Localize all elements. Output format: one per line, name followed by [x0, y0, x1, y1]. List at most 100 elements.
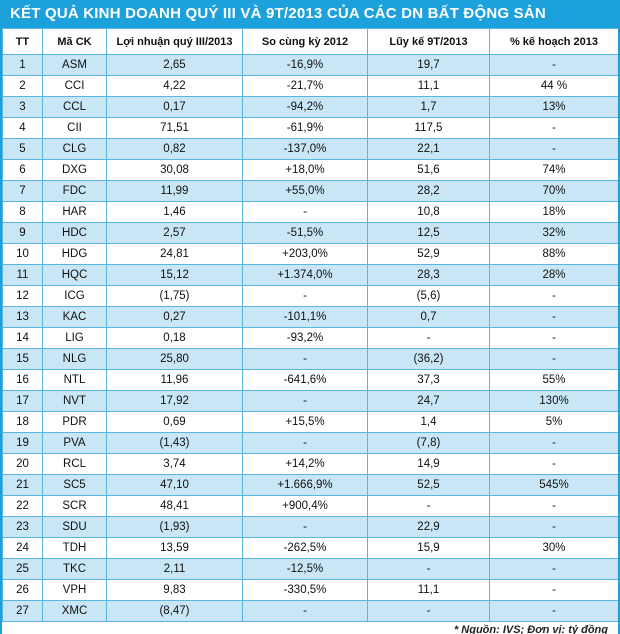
table-cell: +15,5%	[242, 411, 368, 433]
table-cell: 74%	[489, 159, 618, 181]
table-cell: -	[489, 348, 618, 370]
table-cell: 20	[2, 453, 43, 475]
table-cell: 0,27	[106, 306, 243, 328]
table-cell: 3,74	[106, 453, 243, 475]
table-cell: -	[242, 201, 368, 223]
table-cell: 14	[2, 327, 43, 349]
table-row: 23 SDU (1,93) -22,9-	[2, 516, 618, 538]
table-row: 6 DXG 30,08 +18,0% 51,6 74%	[2, 159, 618, 181]
table-cell: NTL	[42, 369, 107, 391]
table-cell: +1.666,9%	[242, 474, 368, 496]
table-cell: -	[489, 306, 618, 328]
table-row: 22 SCR 48,41 +900,4% - -	[2, 495, 618, 517]
table-cell: TKC	[42, 558, 107, 580]
table-cell: VPH	[42, 579, 107, 601]
table-cell: 9	[2, 222, 43, 244]
table-cell: 12,5	[367, 222, 490, 244]
table-cell: 11	[2, 264, 43, 286]
table-cell: 52,5	[367, 474, 490, 496]
table-row: 19 PVA (1,43) - (7,8) -	[2, 432, 618, 454]
table-cell: HDG	[42, 243, 107, 265]
table-cell: 8	[2, 201, 43, 223]
table-cell: 117,5	[367, 117, 490, 139]
table-cell: -	[242, 432, 368, 454]
table-cell: -	[242, 516, 368, 538]
table-cell: -	[242, 390, 368, 412]
table-row: 24 TDH 13,59 -262,5% 15,9 30%	[2, 537, 618, 559]
table-cell: -641,6%	[242, 369, 368, 391]
table-cell: 0,17	[106, 96, 243, 118]
table-cell: 10,8	[367, 201, 490, 223]
table-row: 27 XMC (8,47) - - -	[2, 600, 618, 622]
table-cell: 25,80	[106, 348, 243, 370]
table-cell: TDH	[42, 537, 107, 559]
source-footnote: * Nguồn: IVS; Đơn vị: tỷ đồng	[453, 624, 608, 634]
table-cell: 88%	[489, 243, 618, 265]
table-cell: CLG	[42, 138, 107, 160]
table-cell: -	[489, 54, 618, 76]
table-row: 21 SC5 47,10 +1.666,9% 52,5 545%	[2, 474, 618, 496]
table-cell: 2,11	[106, 558, 243, 580]
table-cell: 11,96	[106, 369, 243, 391]
table-cell: -137,0%	[242, 138, 368, 160]
table-cell: -	[367, 558, 490, 580]
table-row: 1 ASM 2,65 -16,9% 19,7-	[2, 54, 618, 76]
table-cell: (7,8)	[367, 432, 490, 454]
table-cell: (36,2)	[367, 348, 490, 370]
table-cell: 13,59	[106, 537, 243, 559]
table-cell: 19	[2, 432, 43, 454]
table-cell: -	[489, 285, 618, 307]
table-cell: -21,7%	[242, 75, 368, 97]
table-cell: 71,51	[106, 117, 243, 139]
table-cell: 11,1	[367, 579, 490, 601]
table-cell: 28%	[489, 264, 618, 286]
table-cell: HDC	[42, 222, 107, 244]
table-cell: -330,5%	[242, 579, 368, 601]
table-cell: 28,2	[367, 180, 490, 202]
table-cell: -	[489, 558, 618, 580]
table-cell: 16	[2, 369, 43, 391]
table-cell: 13	[2, 306, 43, 328]
table-row: 26 VPH 9,83 -330,5% 11,1-	[2, 579, 618, 601]
table-cell: -	[489, 453, 618, 475]
table-cell: 4,22	[106, 75, 243, 97]
table-cell: NVT	[42, 390, 107, 412]
table-cell: SCR	[42, 495, 107, 517]
table-row: 8 HAR 1,46-10,8 18%	[2, 201, 618, 223]
table-cell: CCI	[42, 75, 107, 97]
table-cell: ASM	[42, 54, 107, 76]
table-cell: 545%	[489, 474, 618, 496]
table-cell: -	[489, 432, 618, 454]
table-cell: CCL	[42, 96, 107, 118]
table-cell: -16,9%	[242, 54, 368, 76]
table-cell: 30,08	[106, 159, 243, 181]
table-cell: 13%	[489, 96, 618, 118]
table-cell: 24,7	[367, 390, 490, 412]
table-row: 16 NTL 11,96 -641,6% 37,3 55%	[2, 369, 618, 391]
table-cell: KAC	[42, 306, 107, 328]
table-cell: LIG	[42, 327, 107, 349]
table-cell: 23	[2, 516, 43, 538]
table-cell: 22,9	[367, 516, 490, 538]
table-cell: 18%	[489, 201, 618, 223]
column-header-tt: TT	[2, 28, 43, 55]
table-cell: 22	[2, 495, 43, 517]
table-cell: 11,1	[367, 75, 490, 97]
table-cell: SDU	[42, 516, 107, 538]
table-cell: -	[242, 600, 368, 622]
table-cell: NLG	[42, 348, 107, 370]
table-cell: +18,0%	[242, 159, 368, 181]
table-cell: 44 %	[489, 75, 618, 97]
table-title: KẾT QUẢ KINH DOANH QUÝ III VÀ 9T/2013 CỦ…	[2, 0, 618, 28]
table-cell: PDR	[42, 411, 107, 433]
table-cell: 19,7	[367, 54, 490, 76]
table-cell: -	[242, 348, 368, 370]
table-cell: DXG	[42, 159, 107, 181]
table-cell: (1,75)	[106, 285, 243, 307]
table-row: 3 CCL 0,17 -94,2% 1,7 13%	[2, 96, 618, 118]
table-cell: -61,9%	[242, 117, 368, 139]
table-cell: RCL	[42, 453, 107, 475]
table-cell: -	[489, 600, 618, 622]
table-cell: 1,4	[367, 411, 490, 433]
table-cell: 18	[2, 411, 43, 433]
